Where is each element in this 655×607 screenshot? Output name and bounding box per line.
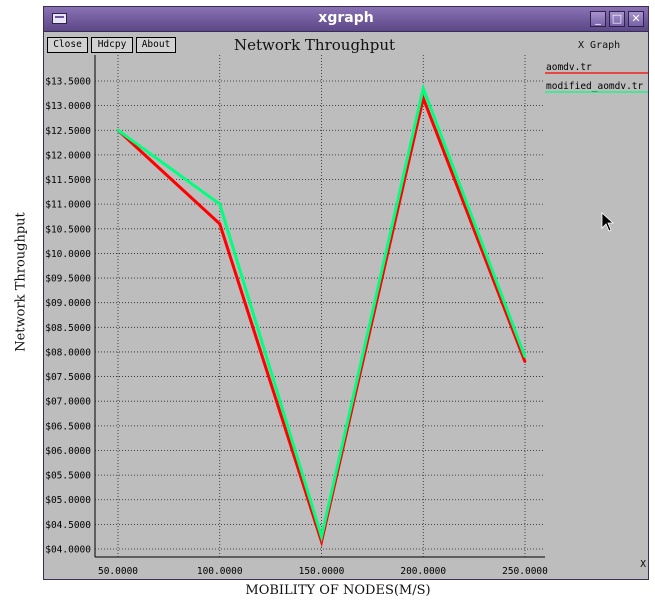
y-tick-label: $08.0000	[45, 347, 91, 358]
y-tick-label: $13.0000	[45, 101, 91, 112]
xgraph-window: xgraph _ □ ✕ Close Hdcpy About Network T…	[43, 6, 649, 580]
minimize-button[interactable]: _	[590, 11, 606, 27]
y-tick-label: $10.0000	[45, 249, 91, 260]
close-button[interactable]: Close	[47, 37, 88, 53]
mouse-cursor-icon	[601, 212, 615, 232]
legend-label: aomdv.tr	[546, 62, 592, 73]
title-bar[interactable]: xgraph _ □ ✕	[44, 7, 648, 32]
maximize-button[interactable]: □	[609, 11, 625, 27]
y-tick-label: $10.5000	[45, 224, 91, 235]
graph-tag: X Graph	[578, 40, 621, 51]
legend-label: modified_aomdv.tr	[546, 81, 644, 92]
close-window-button[interactable]: ✕	[628, 11, 644, 27]
y-tick-label: $12.5000	[45, 126, 91, 137]
y-tick-label: $09.5000	[45, 274, 91, 285]
y-tick-label: $12.0000	[45, 150, 91, 161]
data-point	[320, 535, 323, 538]
data-point	[523, 360, 527, 363]
y-tick-label: $07.0000	[45, 397, 91, 408]
window-title: xgraph	[318, 10, 374, 26]
x-tick-label: 250.0000	[502, 566, 548, 577]
data-point	[218, 222, 221, 226]
data-point	[422, 87, 425, 90]
y-tick-label: $13.5000	[45, 77, 91, 88]
data-point	[523, 355, 527, 359]
y-tick-label: $06.0000	[45, 446, 91, 457]
data-point	[218, 202, 221, 206]
y-tick-label: $05.5000	[45, 471, 91, 482]
y-tick-label: $11.5000	[45, 175, 91, 186]
x-tick-label: 200.0000	[400, 566, 446, 577]
y-tick-label: $07.5000	[45, 372, 91, 383]
hdcpy-button[interactable]: Hdcpy	[91, 37, 133, 53]
y-axis-label: Network Throughput	[13, 212, 29, 352]
x-tick-label: 50.0000	[98, 566, 138, 577]
data-point	[116, 129, 120, 132]
about-button[interactable]: About	[136, 37, 176, 53]
y-tick-label: $04.5000	[45, 520, 91, 531]
y-tick-label: $11.0000	[45, 200, 91, 211]
x-corner-label: X	[640, 559, 646, 570]
chart-title: Network Throughput	[234, 36, 396, 54]
x-axis-label: MOBILITY OF NODES(M/S)	[245, 583, 431, 598]
x-tick-label: 150.0000	[299, 566, 345, 577]
y-tick-label: $05.0000	[45, 495, 91, 506]
x-tick-label: 100.0000	[197, 566, 243, 577]
y-tick-label: $08.5000	[45, 323, 91, 334]
y-tick-label: $04.0000	[45, 545, 91, 556]
window-menu-icon[interactable]	[52, 13, 67, 24]
y-tick-label: $06.5000	[45, 421, 91, 432]
y-tick-label: $09.0000	[45, 298, 91, 309]
